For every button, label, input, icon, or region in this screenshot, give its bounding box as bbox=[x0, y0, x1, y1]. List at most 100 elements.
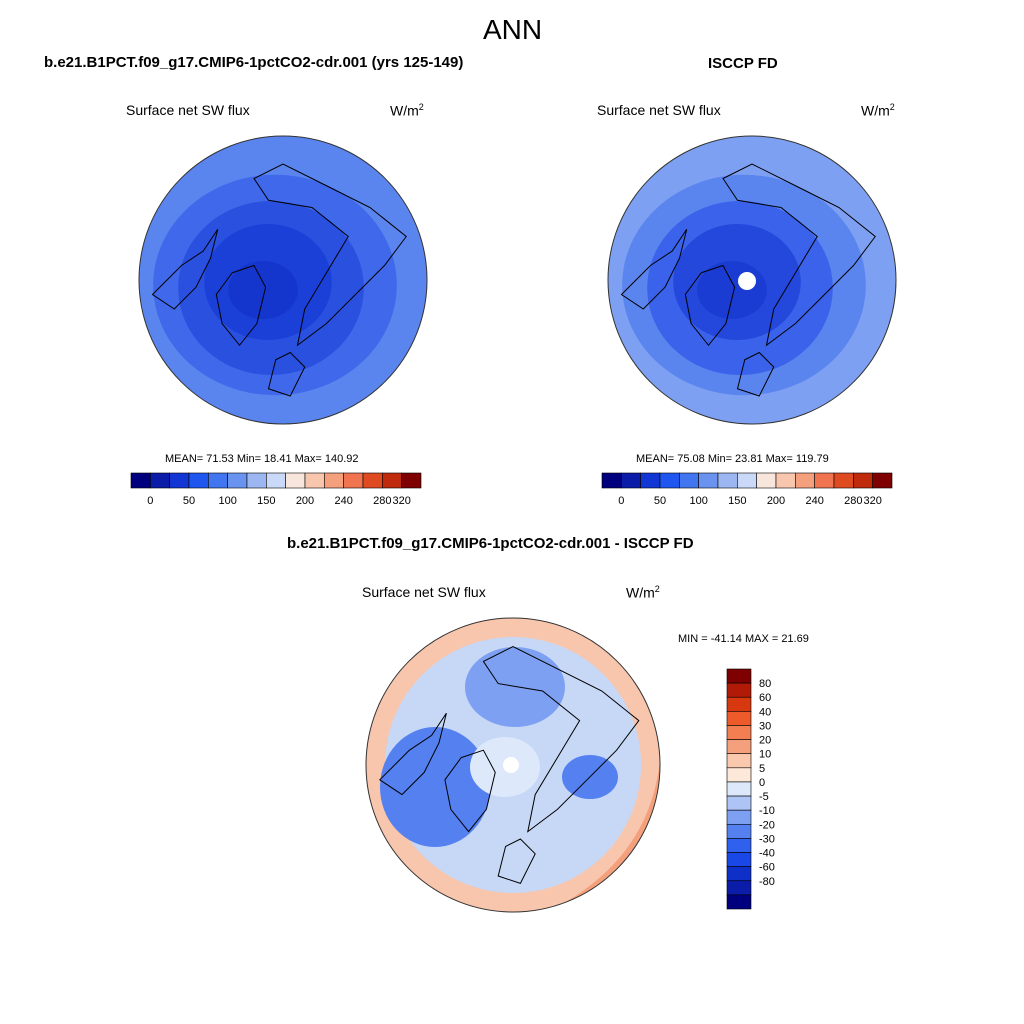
panel3-stats: MIN = -41.14 MAX = 21.69 bbox=[678, 633, 809, 645]
colorbar-panel1-swatch bbox=[246, 472, 267, 489]
colorbar-panel1-tick-label: 50 bbox=[183, 495, 195, 507]
colorbar-diff-swatch bbox=[726, 795, 752, 811]
colorbar-panel1-swatch bbox=[169, 472, 190, 489]
colorbar-panel2-swatch bbox=[833, 472, 854, 489]
colorbar-diff-tick-label: 80 bbox=[759, 678, 771, 690]
colorbar-panel1-swatch bbox=[266, 472, 286, 489]
model-map-coastline bbox=[151, 228, 219, 310]
colorbar-panel1-swatch bbox=[401, 472, 422, 489]
colorbar-panel1-swatch bbox=[304, 472, 325, 489]
obs-map-field bbox=[697, 261, 767, 319]
diff-map-coastline bbox=[497, 838, 536, 885]
colorbar-diff-tick-label: -60 bbox=[759, 862, 775, 874]
colorbar-panel2-swatch bbox=[775, 472, 796, 489]
colorbar-diff-swatch bbox=[726, 866, 752, 882]
colorbar-panel2-tick-label: 200 bbox=[767, 495, 785, 507]
colorbar-panel1-tick-label: 150 bbox=[257, 495, 275, 507]
diff-map-coastline bbox=[444, 749, 496, 833]
diff-map-field bbox=[380, 727, 490, 847]
obs-map-coastline bbox=[684, 264, 736, 347]
colorbar-panel2-swatch bbox=[679, 472, 699, 489]
colorbar-panel2-tick-label: 320 bbox=[863, 495, 881, 507]
colorbar-diff-swatch bbox=[726, 838, 752, 853]
colorbar-panel1-swatch bbox=[382, 472, 402, 489]
colorbar-diff-swatch bbox=[726, 711, 752, 726]
colorbar-diff-tick-label: -40 bbox=[759, 848, 775, 860]
panel1-stats: MEAN= 71.53 Min= 18.41 Max= 140.92 bbox=[165, 453, 359, 465]
model-map-coastline bbox=[253, 163, 407, 347]
colorbar-panel2-tick-label: 50 bbox=[654, 495, 666, 507]
colorbar-panel1-tick-label: 200 bbox=[296, 495, 314, 507]
colorbar-panel2-swatch bbox=[717, 472, 738, 489]
colorbar-diff-tick-label: -10 bbox=[759, 805, 775, 817]
colorbar-diff-swatch bbox=[726, 781, 752, 797]
colorbar-panel2-swatch bbox=[737, 472, 757, 489]
panel1-units-label: W/m2 bbox=[390, 102, 424, 119]
colorbar-panel1-swatch bbox=[188, 472, 209, 489]
panel2-units-label: W/m2 bbox=[861, 102, 895, 119]
colorbar-panel1-tick-label: 240 bbox=[334, 495, 352, 507]
panel2-header: ISCCP FD bbox=[708, 55, 778, 72]
model-polar-map bbox=[138, 135, 428, 425]
colorbar-panel2-swatch bbox=[872, 472, 893, 489]
colorbar-panel1-swatch bbox=[227, 472, 248, 489]
colorbar-diff-tick-label: 30 bbox=[759, 720, 771, 732]
diff-polar-map bbox=[365, 617, 661, 913]
colorbar-panel2-swatch bbox=[659, 472, 680, 489]
diff-map-field bbox=[465, 647, 565, 727]
diff-map-missing-pole bbox=[503, 757, 519, 773]
colorbar-diff-swatch bbox=[726, 668, 752, 684]
colorbar-panel2-swatch bbox=[621, 472, 641, 489]
colorbar-diff-swatch bbox=[726, 725, 752, 740]
colorbar-panel2-tick-label: 0 bbox=[618, 495, 624, 507]
panel1-header: b.e21.B1PCT.f09_g17.CMIP6-1pctCO2-cdr.00… bbox=[44, 54, 464, 71]
colorbar-panel2-swatch bbox=[756, 472, 777, 489]
diff-map-coastline bbox=[482, 646, 640, 833]
colorbar-panel1: 0 50 100 150 200 240 280 320 bbox=[130, 472, 422, 507]
colorbar-panel1-swatch bbox=[343, 472, 364, 489]
colorbar-panel2-tick-label: 150 bbox=[728, 495, 746, 507]
colorbar-panel2-swatch bbox=[601, 472, 622, 489]
page-title: ANN bbox=[483, 14, 543, 45]
colorbar-diff-tick-label: -20 bbox=[759, 819, 775, 831]
colorbar-diff-swatch bbox=[726, 852, 752, 867]
colorbar-panel2-tick-label: 240 bbox=[805, 495, 823, 507]
obs-map-coastline bbox=[736, 351, 775, 397]
colorbar-diff-swatch bbox=[726, 894, 752, 910]
panel2-stats: MEAN= 75.08 Min= 23.81 Max= 119.79 bbox=[636, 453, 829, 465]
colorbar-diff-swatch bbox=[726, 682, 752, 698]
colorbar-panel1-swatch bbox=[324, 472, 344, 489]
colorbar-panel2-tick-label: 280 bbox=[844, 495, 862, 507]
colorbar-diff-tick-label: 0 bbox=[759, 777, 765, 789]
colorbar-panel1-swatch bbox=[130, 472, 151, 489]
panel3-variable-label: Surface net SW flux bbox=[362, 584, 486, 600]
obs-polar-map bbox=[607, 135, 897, 425]
colorbar-panel1-swatch bbox=[362, 472, 383, 489]
colorbar-diff-tick-label: 5 bbox=[759, 763, 765, 775]
panel2-variable-label: Surface net SW flux bbox=[597, 102, 721, 118]
colorbar-diff-tick-label: -5 bbox=[759, 791, 769, 803]
colorbar-panel2-tick-label: 100 bbox=[689, 495, 707, 507]
colorbar-panel1-swatch bbox=[208, 472, 228, 489]
colorbar-panel1-tick-label: 320 bbox=[392, 495, 410, 507]
colorbar-diff-tick-label: 40 bbox=[759, 706, 771, 718]
colorbar-diff-tick-label: -80 bbox=[759, 876, 775, 888]
panel1-variable-label: Surface net SW flux bbox=[126, 102, 250, 118]
colorbar-diff-tick-label: 10 bbox=[759, 749, 771, 761]
colorbar-diff-swatch bbox=[726, 696, 752, 712]
colorbar-diff-swatch bbox=[726, 809, 752, 825]
colorbar-diff: 80 60 40 30 20 10 5 0 -5 -10 -20 -30 -40 -60 -80 bbox=[726, 668, 775, 910]
colorbar-panel2: 0 50 100 150 200 240 280 320 bbox=[601, 472, 893, 507]
panel3-header: b.e21.B1PCT.f09_g17.CMIP6-1pctCO2-cdr.00… bbox=[287, 535, 694, 552]
colorbar-diff-swatch bbox=[726, 823, 752, 839]
colorbar-panel1-tick-label: 0 bbox=[147, 495, 153, 507]
colorbar-diff-swatch bbox=[726, 767, 752, 783]
colorbar-diff-tick-label: -30 bbox=[759, 833, 775, 845]
panel3-units-label: W/m2 bbox=[626, 584, 660, 601]
obs-map-missing-pole bbox=[738, 272, 756, 290]
model-map-field bbox=[228, 261, 298, 319]
colorbar-panel2-swatch bbox=[640, 472, 661, 489]
colorbar-diff-tick-label: 20 bbox=[759, 735, 771, 747]
model-map-coastline bbox=[215, 264, 267, 347]
colorbar-diff-swatch bbox=[726, 753, 752, 769]
